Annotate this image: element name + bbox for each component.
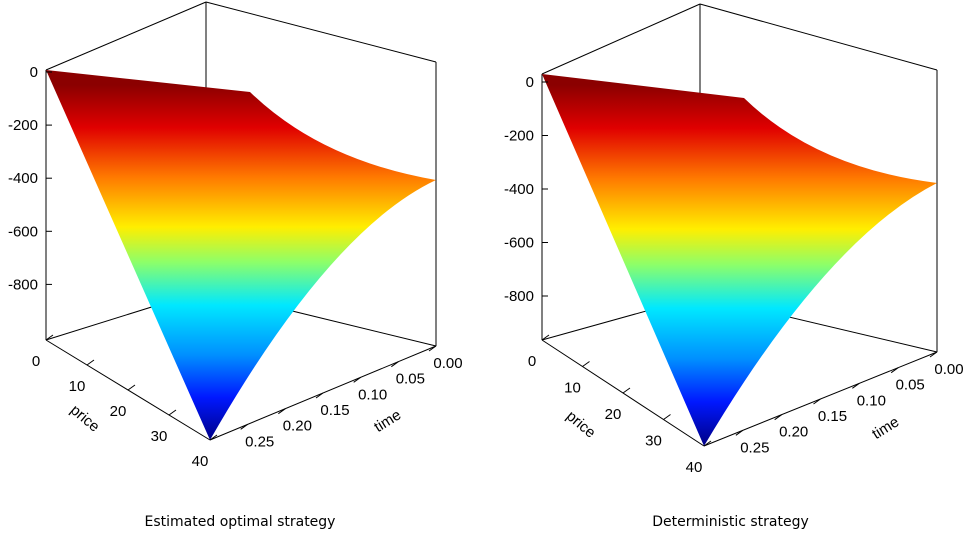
time-tick [353,376,361,383]
time-tick [735,429,744,436]
time-tick-label: 0.25 [245,433,274,450]
z-tick-label: 0 [30,64,38,81]
z-tick-label: -400 [504,181,534,198]
z-tick-label: -200 [504,128,534,145]
time-tick [315,392,324,399]
time-tick [890,367,899,374]
price-tick [127,384,136,391]
price-tick [582,361,590,367]
price-axis-title: price [563,408,599,442]
time-tick [278,408,286,415]
price-tick-label: 0 [32,353,40,370]
price-tick [168,409,177,416]
z-tick-label: -200 [8,117,38,134]
chart-panel-estimated: 0 -200 -400 -600 -800 0 10 20 30 40 price 0.00 0.0… [0,0,480,539]
z-tick-label: -600 [504,235,534,252]
chart-caption: Deterministic strategy [652,514,809,530]
surface [542,74,937,446]
z-tick-label: -800 [8,276,38,293]
time-tick [929,351,938,358]
time-tick [852,382,860,389]
time-tick [428,345,437,352]
price-tick [86,359,95,366]
price-tick-label: 30 [151,428,168,445]
time-tick-label: 0.10 [857,392,886,409]
time-tick-label: 0.20 [779,424,808,441]
time-tick [240,423,248,430]
surface [46,70,436,440]
time-axis: 0.00 0.05 0.10 0.15 0.20 0.25 time [735,351,964,456]
price-tick-label: 40 [686,459,703,476]
price-tick [663,414,671,420]
price-axis-title: price [67,402,103,436]
price-tick [622,387,631,394]
time-tick-label: 0.00 [433,355,462,372]
price-tick [45,334,54,341]
price-tick [541,334,550,341]
price-tick-label: 30 [645,433,662,450]
time-axis-title: time [371,406,404,435]
price-tick-label: 20 [110,403,127,420]
time-tick-label: 0.00 [934,361,963,378]
z-tick-label: -400 [8,170,38,187]
price-tick-label: 10 [69,378,86,395]
time-tick-label: 0.20 [283,418,312,435]
time-tick-label: 0.25 [740,439,769,456]
z-axis: 0 -200 -400 -600 -800 [504,74,548,305]
time-tick [813,398,821,405]
time-tick-label: 0.05 [896,377,925,394]
time-tick-label: 0.15 [818,408,847,425]
price-tick-label: 40 [192,453,209,470]
chart-panel-deterministic: 0 -200 -400 -600 -800 0 10 20 30 40 price 0.00 0.0… [496,0,965,539]
time-tick-label: 0.15 [320,402,349,419]
time-tick-label: 0.10 [358,386,387,403]
price-tick-label: 0 [528,353,536,370]
chart-caption: Estimated optimal strategy [144,514,336,530]
time-tick-label: 0.05 [396,371,425,388]
price-tick-label: 10 [564,380,581,397]
time-axis: 0.00 0.05 0.10 0.15 0.20 0.25 time [240,345,463,450]
z-tick-label: -600 [8,223,38,240]
price-tick [209,434,218,441]
price-tick-label: 20 [605,406,622,423]
time-tick [774,414,782,421]
z-tick-label: -800 [504,288,534,305]
time-axis-title: time [869,413,902,442]
z-axis: 0 -200 -400 -600 -800 [8,64,52,293]
price-tick [703,440,712,447]
time-tick [391,361,399,368]
z-tick-label: 0 [526,74,534,91]
